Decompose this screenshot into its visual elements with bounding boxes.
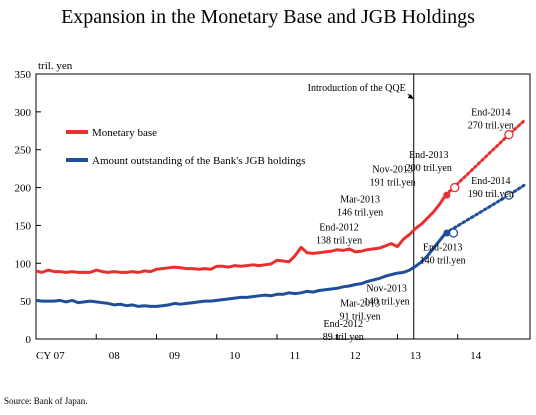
x-tick-label: 09	[169, 350, 181, 362]
annotation-5-line-1: 190 tril.yen	[468, 189, 514, 200]
y-axis-label: tril. yen	[38, 60, 73, 72]
y-tick-label: 250	[15, 145, 32, 157]
series-line-0	[35, 194, 447, 274]
annotation-8-line-1: 91 tril.yen	[340, 311, 381, 322]
y-tick-label: 0	[26, 334, 32, 346]
annotation-9-line-1: 89 tril.yen	[323, 332, 364, 343]
data-point-marker	[450, 182, 460, 193]
annotation-7-line-0: Nov-2013	[366, 283, 407, 294]
legend-label-0: Monetary base	[92, 127, 157, 139]
y-tick-label: 200	[15, 183, 32, 195]
annotation-3-line-0: Mar-2013	[340, 195, 380, 206]
x-tick-label: 10	[229, 350, 241, 362]
x-tick-label: 12	[350, 350, 361, 362]
x-tick-label: CY 07	[36, 350, 65, 362]
chart-title: Expansion in the Monetary Base and JGB H…	[61, 6, 475, 28]
y-tick-label: 100	[15, 258, 32, 270]
x-tick-label: 13	[410, 350, 422, 362]
y-tick-label: 50	[20, 296, 32, 308]
data-point-marker	[448, 228, 459, 238]
x-tick-label: 11	[290, 350, 301, 362]
source-note: Source: Bank of Japan.	[4, 396, 88, 406]
qqe-arrow-head	[407, 94, 414, 99]
x-tick-label: 14	[470, 350, 482, 362]
y-tick-label: 350	[15, 69, 32, 81]
annotation-7-line-1: 140 tril.yen	[364, 296, 410, 307]
x-tick-label: 08	[109, 350, 121, 362]
annotation-1-line-1: 200 tril.yen	[406, 163, 452, 174]
annotation-6-line-1: 140 tril.yen	[420, 255, 466, 266]
legend-label-1: Amount outstanding of the Bank's JGB hol…	[92, 155, 305, 167]
data-point-marker	[504, 190, 514, 200]
qqe-label: Introduction of the QQE	[308, 83, 406, 94]
data-point-marker	[443, 229, 451, 237]
annotation-8-line-0: Mar-2013	[340, 298, 380, 309]
annotation-4-line-1: 138 tril.yen	[316, 236, 362, 247]
annotation-3-line-1: 146 tril.yen	[337, 208, 383, 219]
y-tick-label: 300	[15, 107, 32, 119]
annotation-2-line-0: Nov-2013	[372, 164, 413, 175]
data-point-marker	[443, 191, 451, 199]
annotation-1-line-0: End-2013	[409, 150, 448, 161]
annotation-0-line-0: End-2014	[471, 108, 510, 119]
data-point-marker	[504, 129, 514, 140]
annotation-6-line-0: End-2013	[423, 242, 462, 253]
annotation-9-line-0: End-2012	[324, 319, 363, 330]
series-line-1	[35, 232, 447, 308]
plot-frame	[35, 73, 531, 340]
annotation-2-line-1: 191 tril.yen	[370, 177, 416, 188]
annotation-4-line-0: End-2012	[319, 223, 358, 234]
annotation-5-line-0: End-2014	[471, 176, 510, 187]
annotation-0-line-1: 270 tril.yen	[468, 121, 514, 132]
y-tick-label: 150	[15, 220, 32, 232]
